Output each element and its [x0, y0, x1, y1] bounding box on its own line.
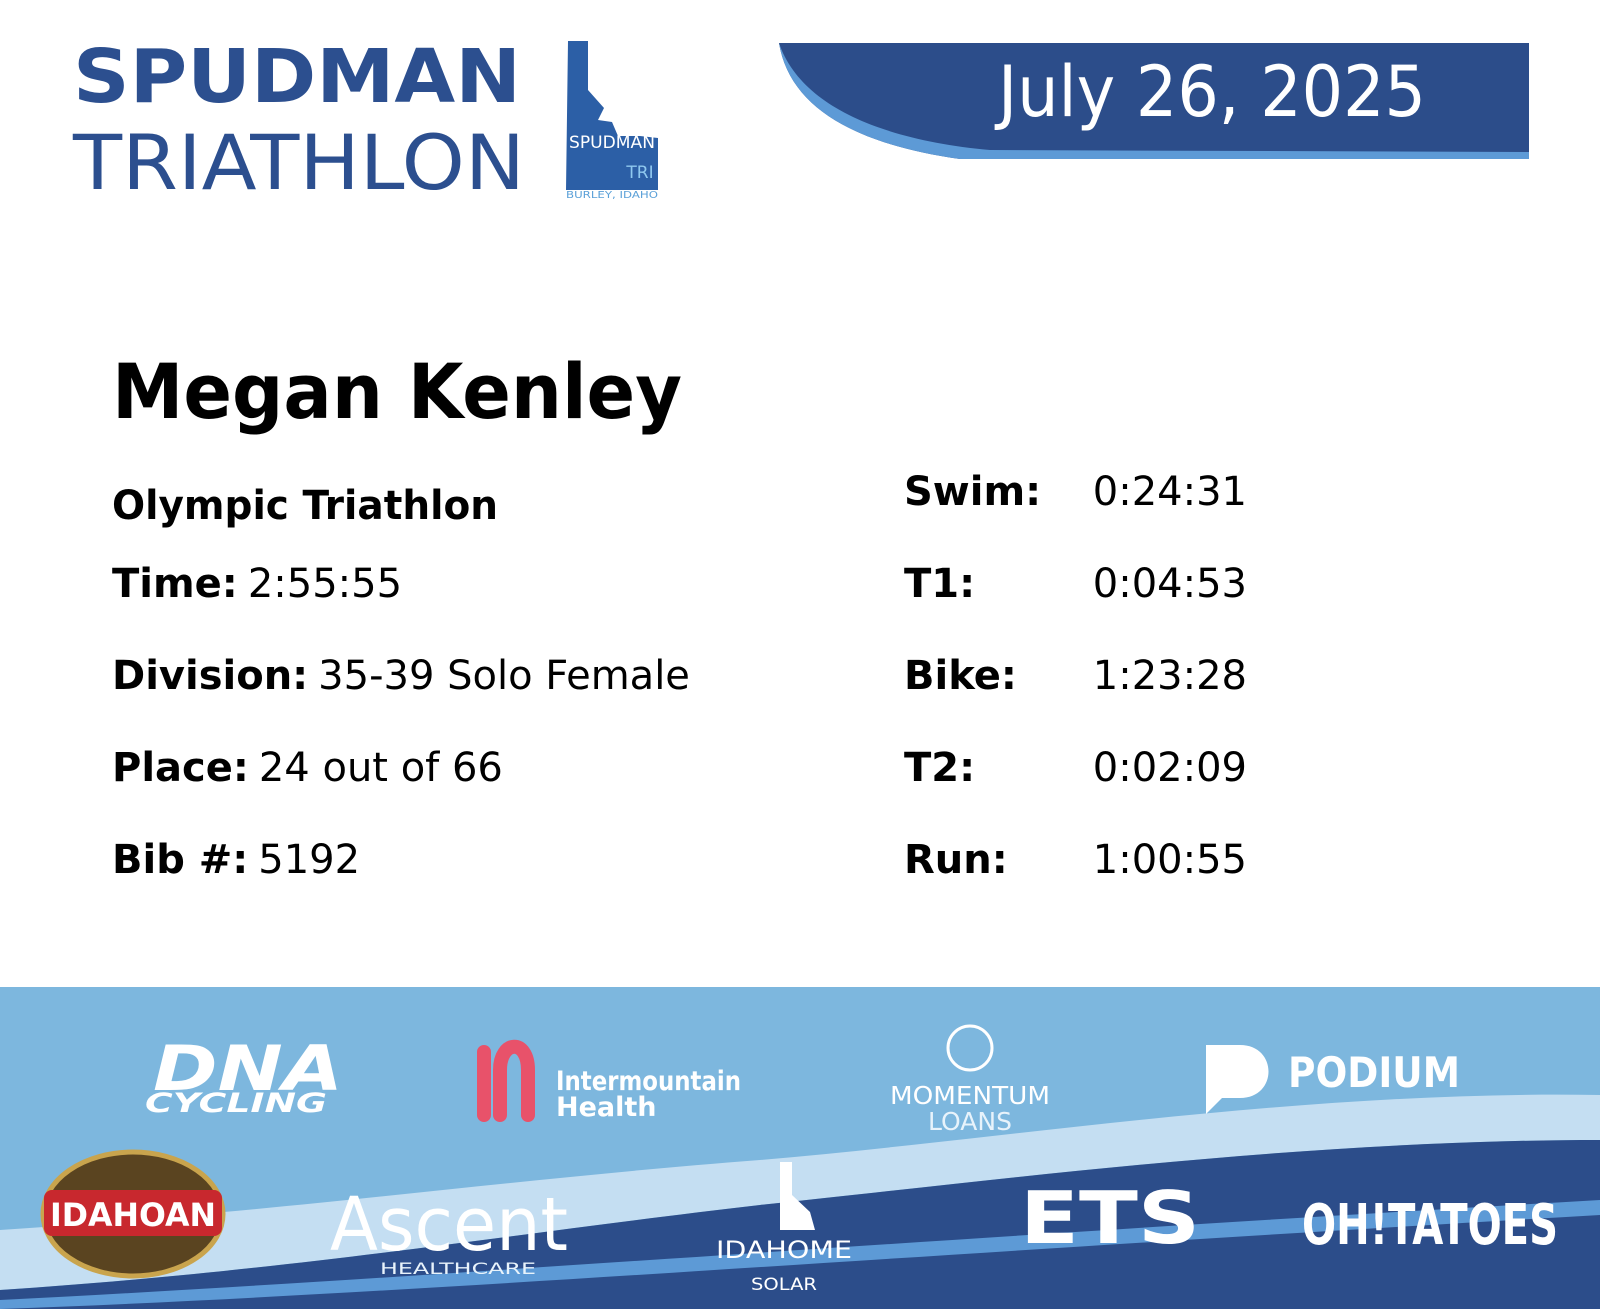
split-label: Bike: [904, 653, 1017, 699]
detail-row: Place: 24 out of 66 [112, 745, 503, 791]
detail-label: Bib #: [112, 837, 248, 883]
details: Time: 2:55:55 Division: 35-39 Solo Female Pl… [112, 561, 690, 883]
event-date: July 26, 2025 [994, 51, 1426, 133]
sponsor-subtitle: LOANS [928, 1107, 1012, 1136]
sponsor-icon [780, 1162, 815, 1230]
sponsor-name: Ascent [330, 1182, 568, 1268]
sponsor-name: MOMENTUM [890, 1081, 1050, 1110]
badge-tri: TRI [625, 163, 653, 183]
split-value: 0:02:09 [1093, 745, 1247, 791]
split-label: Run: [904, 837, 1008, 883]
sponsor-subtitle: CYCLING [145, 1088, 327, 1119]
split-label: Swim: [904, 469, 1041, 515]
event-name: Olympic Triathlon [112, 483, 498, 529]
athlete-name: Megan Kenley [112, 347, 682, 436]
split-value: 1:23:28 [1093, 653, 1247, 699]
sponsor-name: ETS [1020, 1176, 1200, 1260]
footer-wave-light [0, 1094, 1600, 1290]
sponsor-icon [477, 1039, 535, 1122]
sponsor-name: OH!TATOES [1302, 1193, 1558, 1258]
badge-top: SPUDMAN [569, 133, 655, 153]
split-label: T2: [904, 745, 975, 791]
split-value: 1:00:55 [1093, 837, 1247, 883]
detail-value: 5192 [258, 837, 360, 883]
sponsor-subtitle: HEALTHCARE [380, 1259, 536, 1278]
detail-label: Time: [112, 561, 238, 607]
sponsor-banner [44, 1190, 222, 1236]
split-value: 0:04:53 [1093, 561, 1247, 607]
sponsor-icon [946, 1024, 994, 1072]
detail-value: 2:55:55 [248, 561, 402, 607]
splits: Swim: 0:24:31 T1: 0:04:53 Bike: 1:23:28 T2: 0:0… [904, 469, 1247, 883]
footer-wave-mid [0, 1200, 1600, 1309]
badge-location: BURLEY, IDAHO [566, 190, 658, 201]
idaho-badge [566, 41, 658, 190]
detail-label: Place: [112, 745, 249, 791]
sponsor-name: IDAHOAN [50, 1196, 216, 1234]
detail-row: Division: 35-39 Solo Female [112, 653, 690, 699]
detail-row: Time: 2:55:55 [112, 561, 402, 607]
detail-row: Bib #: 5192 [112, 837, 360, 883]
sponsor-subtitle: SOLAR [751, 1275, 817, 1295]
sponsor-name: PODIUM [1288, 1048, 1460, 1097]
sponsor-name: IDAHOME [716, 1236, 852, 1264]
sponsor-name: DNA [153, 1032, 343, 1105]
detail-label: Division: [112, 653, 308, 699]
logo-line2: TRIATHLON [72, 118, 525, 207]
sponsor-name: Intermountain [556, 1066, 741, 1097]
banner-curve [779, 43, 960, 159]
detail-value: 24 out of 66 [259, 745, 503, 791]
split-label: T1: [904, 561, 975, 607]
split-value: 0:24:31 [1093, 469, 1247, 515]
sponsor-icon [1206, 1045, 1269, 1114]
sponsor-subtitle: Health [556, 1092, 657, 1123]
detail-value: 35-39 Solo Female [318, 653, 690, 699]
logo-line1: SPUDMAN [73, 34, 521, 120]
